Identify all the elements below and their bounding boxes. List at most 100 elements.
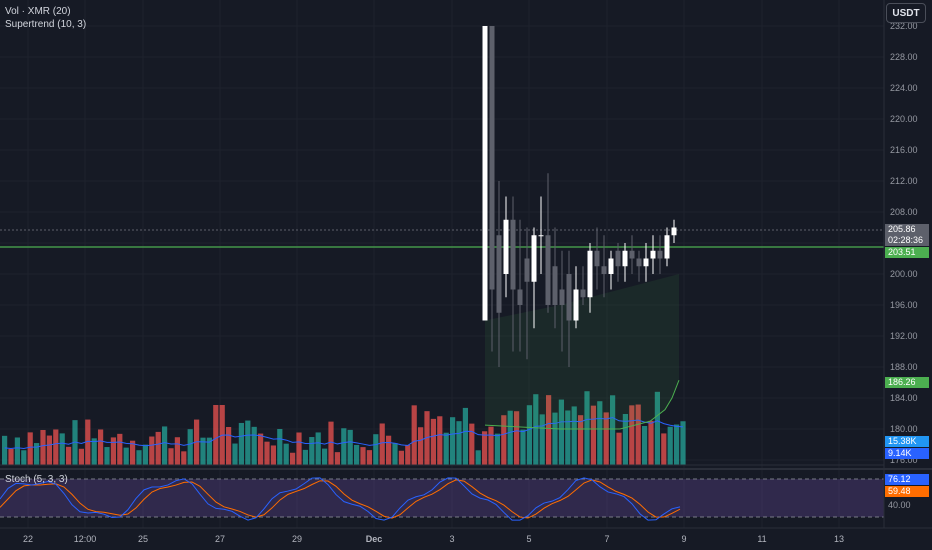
volume-ma-line: [4, 417, 684, 450]
volume-bar: [290, 452, 296, 465]
candle-body: [671, 227, 677, 236]
volume-bar: [155, 431, 161, 465]
candle-body: [524, 258, 530, 282]
volume-bar: [347, 429, 353, 465]
volume-bar: [302, 449, 308, 465]
price-tick-label: 228.00: [890, 52, 918, 62]
time-tick-label: 5: [526, 534, 531, 544]
volume-bar: [597, 401, 603, 465]
volume-bar: [418, 427, 424, 465]
stoch-d-line: [0, 479, 681, 519]
volume-bar: [680, 421, 686, 465]
time-tick-label: 13: [834, 534, 844, 544]
supertrend-line: [484, 379, 680, 430]
candle-body: [552, 266, 558, 305]
price-tick-label: 232.00: [890, 21, 918, 31]
volume-bar: [546, 395, 552, 465]
volume-bar: [8, 448, 14, 465]
volume-bar: [162, 426, 168, 465]
volume-bar: [238, 422, 244, 465]
volume-bar: [590, 405, 596, 465]
candle-body: [545, 235, 551, 305]
volume-bar: [149, 436, 155, 465]
volume-bar: [430, 418, 436, 465]
volume-bar: [226, 426, 232, 465]
price-tick-label: 192.00: [890, 331, 918, 341]
supertrend-badge: 186.26: [885, 377, 929, 388]
volume-bar: [296, 432, 302, 465]
volume-bar: [514, 411, 520, 465]
volume-bar: [283, 443, 289, 465]
price-tick-label: 176.00: [890, 455, 918, 465]
volume-bar: [85, 419, 91, 465]
volume-bar: [424, 411, 430, 465]
volume-bar: [258, 433, 264, 465]
volume-bar: [366, 450, 372, 465]
volume-bar: [213, 405, 219, 465]
volume-bar: [27, 432, 33, 465]
currency-button[interactable]: USDT: [886, 3, 926, 23]
volume-bar: [130, 440, 136, 465]
time-tick-label: 3: [449, 534, 454, 544]
candle-body: [664, 235, 670, 259]
volume-bar: [610, 395, 616, 465]
volume-bar: [168, 448, 174, 465]
volume-bars: [2, 391, 686, 465]
volume-bar: [411, 405, 417, 465]
time-tick-label: 12:00: [74, 534, 97, 544]
volume-bar: [14, 437, 20, 465]
volume-bar: [277, 428, 283, 465]
stoch-legend[interactable]: Stoch (5, 3, 3): [5, 474, 68, 485]
candles: [482, 26, 677, 367]
volume-bar: [392, 443, 398, 465]
volume-bar: [578, 415, 584, 465]
volume-bar: [437, 416, 443, 465]
volume-bar: [648, 420, 654, 465]
volume-bar: [123, 447, 129, 465]
volume-bar: [674, 424, 680, 465]
volume-bar: [622, 413, 628, 465]
volume-bar: [373, 434, 379, 465]
volume-bar: [309, 437, 315, 465]
volume-bar: [488, 426, 494, 465]
candle-body: [510, 219, 516, 290]
volume-bar: [21, 450, 27, 465]
price-tick-label: 180.00: [890, 424, 918, 434]
volume-bar: [98, 429, 104, 465]
volume-bar: [398, 450, 404, 465]
volume-bar: [462, 407, 468, 465]
volume-legend[interactable]: Vol · XMR (20): [5, 6, 71, 17]
stoch-d-badge: 59.48: [885, 486, 929, 497]
time-tick-label: 22: [23, 534, 33, 544]
supertrend-legend[interactable]: Supertrend (10, 3): [5, 19, 87, 30]
volume-bar: [136, 450, 142, 465]
price-tick-label: 212.00: [890, 176, 918, 186]
volume-bar: [174, 437, 180, 465]
volume-bar: [565, 410, 571, 465]
volume-bar: [59, 433, 65, 465]
volume-ma-badge: 9.14K: [885, 448, 929, 459]
volume-bar: [469, 423, 475, 465]
volume-bar: [667, 426, 673, 465]
candle-body: [482, 26, 488, 321]
price-tick-label: 188.00: [890, 362, 918, 372]
volume-bar: [494, 433, 500, 465]
time-axis[interactable]: 22 12:00 25 27 29 Dec 3 5 7 9 11 13: [23, 534, 844, 544]
volume-bar: [475, 450, 481, 465]
last-price-badge: 205.86: [885, 224, 929, 235]
volume-bar: [456, 421, 462, 465]
volume-bar: [206, 437, 212, 465]
volume-bar: [245, 420, 251, 465]
volume-bar: [66, 446, 72, 465]
candle-body: [559, 289, 565, 305]
candle-body: [601, 266, 607, 274]
volume-bar: [603, 412, 609, 465]
volume-bar: [40, 429, 46, 465]
volume-bar: [616, 432, 622, 465]
volume-badge: 15.38K: [885, 436, 929, 447]
candle-body: [622, 250, 628, 267]
candle-body: [650, 250, 656, 259]
candle-body: [587, 250, 593, 298]
time-tick-label: 11: [757, 534, 766, 544]
